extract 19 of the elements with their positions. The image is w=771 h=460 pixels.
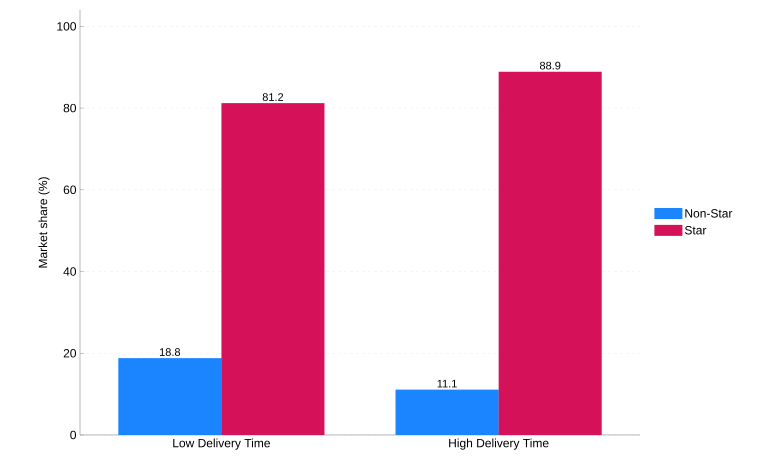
x-tick-label: Low Delivery Time — [173, 438, 270, 450]
legend-label: Non-Star — [685, 209, 732, 218]
y-tick-label: 80 — [64, 104, 76, 112]
y-axis-title: Market share (%) — [38, 177, 50, 268]
data-label: 18.8 — [160, 348, 180, 356]
y-tick-label: 20 — [64, 349, 76, 358]
y-tick-label: 0 — [70, 430, 76, 440]
x-tick-label: High Delivery Time — [449, 438, 549, 450]
legend-label: Star — [684, 226, 706, 234]
y-tick-label: 100 — [57, 22, 76, 31]
bar — [118, 358, 222, 435]
y-tick-label: 60 — [64, 186, 76, 194]
bar — [221, 103, 324, 435]
y-tick-label: 40 — [63, 267, 76, 276]
bar — [498, 72, 602, 435]
bar — [396, 390, 499, 435]
data-label: 88.9 — [540, 62, 560, 70]
data-label: 81.2 — [262, 93, 284, 101]
data-label: 11.1 — [438, 380, 457, 388]
